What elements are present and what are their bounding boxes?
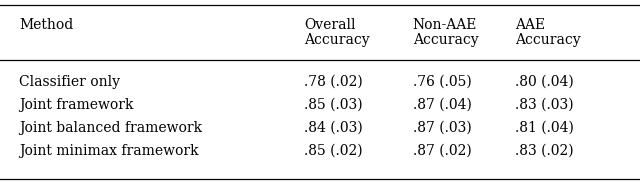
Text: .84 (.03): .84 (.03) <box>304 121 363 135</box>
Text: Non-AAE: Non-AAE <box>413 18 477 32</box>
Text: .83 (.02): .83 (.02) <box>515 144 574 158</box>
Text: Classifier only: Classifier only <box>19 75 120 89</box>
Text: Joint balanced framework: Joint balanced framework <box>19 121 202 135</box>
Text: .78 (.02): .78 (.02) <box>304 75 363 89</box>
Text: AAE: AAE <box>515 18 545 32</box>
Text: .76 (.05): .76 (.05) <box>413 75 472 89</box>
Text: Joint minimax framework: Joint minimax framework <box>19 144 199 158</box>
Text: .87 (.02): .87 (.02) <box>413 144 472 158</box>
Text: .80 (.04): .80 (.04) <box>515 75 574 89</box>
Text: .85 (.02): .85 (.02) <box>304 144 363 158</box>
Text: Joint framework: Joint framework <box>19 98 134 112</box>
Text: Method: Method <box>19 18 74 32</box>
Text: Accuracy: Accuracy <box>304 33 370 47</box>
Text: .81 (.04): .81 (.04) <box>515 121 574 135</box>
Text: .85 (.03): .85 (.03) <box>304 98 363 112</box>
Text: .87 (.04): .87 (.04) <box>413 98 472 112</box>
Text: Overall: Overall <box>304 18 355 32</box>
Text: Accuracy: Accuracy <box>515 33 581 47</box>
Text: .83 (.03): .83 (.03) <box>515 98 574 112</box>
Text: .87 (.03): .87 (.03) <box>413 121 472 135</box>
Text: Accuracy: Accuracy <box>413 33 479 47</box>
